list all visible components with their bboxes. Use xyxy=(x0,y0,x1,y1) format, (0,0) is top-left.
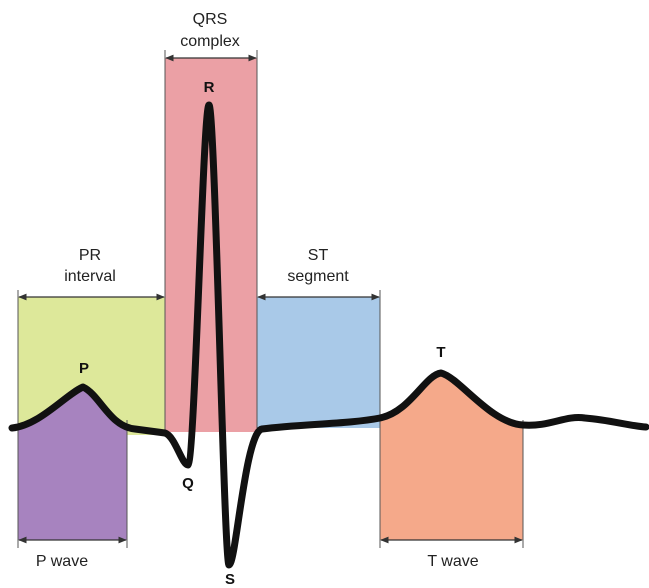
t-wave-region xyxy=(380,373,523,540)
pr-label: interval xyxy=(64,268,116,285)
qrs-label: complex xyxy=(180,33,240,50)
pr-label: PR xyxy=(79,247,101,264)
qrs-label: QRS xyxy=(193,11,228,28)
region-edges xyxy=(17,50,524,548)
p-wave-label: P wave xyxy=(36,553,88,570)
point-label: R xyxy=(204,79,215,96)
ecg-trace xyxy=(8,101,649,569)
point-label: T xyxy=(436,344,445,361)
t-wave-label: T wave xyxy=(427,553,478,570)
point-label: S xyxy=(225,571,235,588)
p-wave-region xyxy=(18,387,127,540)
st-label: ST xyxy=(308,247,329,264)
point-label: Q xyxy=(182,475,194,492)
st-region xyxy=(257,297,380,428)
st-label: segment xyxy=(287,268,349,285)
point-label: P xyxy=(79,360,89,377)
